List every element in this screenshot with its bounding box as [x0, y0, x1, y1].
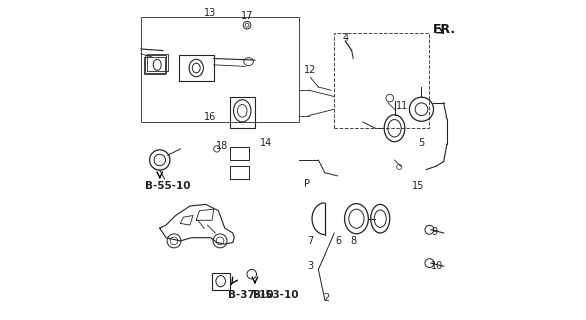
Bar: [212, 273, 230, 290]
Text: 11: 11: [396, 101, 408, 111]
Text: B-55-10: B-55-10: [145, 180, 190, 190]
Text: 13: 13: [204, 8, 216, 18]
Bar: [230, 147, 248, 160]
Text: B-37-10: B-37-10: [228, 290, 274, 300]
Text: 3: 3: [307, 261, 314, 271]
Bar: [141, 17, 299, 122]
Bar: [230, 97, 255, 128]
Text: 7: 7: [307, 236, 314, 246]
Text: 14: 14: [260, 138, 272, 148]
Bar: [334, 33, 430, 128]
Text: 17: 17: [241, 11, 253, 21]
Text: 6: 6: [336, 236, 342, 246]
Text: 16: 16: [204, 112, 216, 122]
Text: FR.: FR.: [432, 23, 456, 36]
Text: 10: 10: [431, 261, 443, 271]
Text: 12: 12: [304, 65, 316, 75]
Text: 18: 18: [216, 141, 229, 151]
Text: 5: 5: [418, 138, 424, 148]
Bar: [230, 166, 248, 179]
Bar: [179, 55, 214, 81]
Text: 2: 2: [323, 293, 329, 303]
Bar: [144, 57, 165, 74]
Text: P: P: [304, 179, 310, 189]
Text: 4: 4: [342, 33, 348, 43]
Bar: [145, 55, 166, 73]
Bar: [147, 54, 168, 71]
Text: B-53-10: B-53-10: [253, 290, 299, 300]
Text: 15: 15: [412, 180, 424, 190]
Text: 9: 9: [431, 227, 437, 236]
Text: 8: 8: [350, 236, 356, 246]
